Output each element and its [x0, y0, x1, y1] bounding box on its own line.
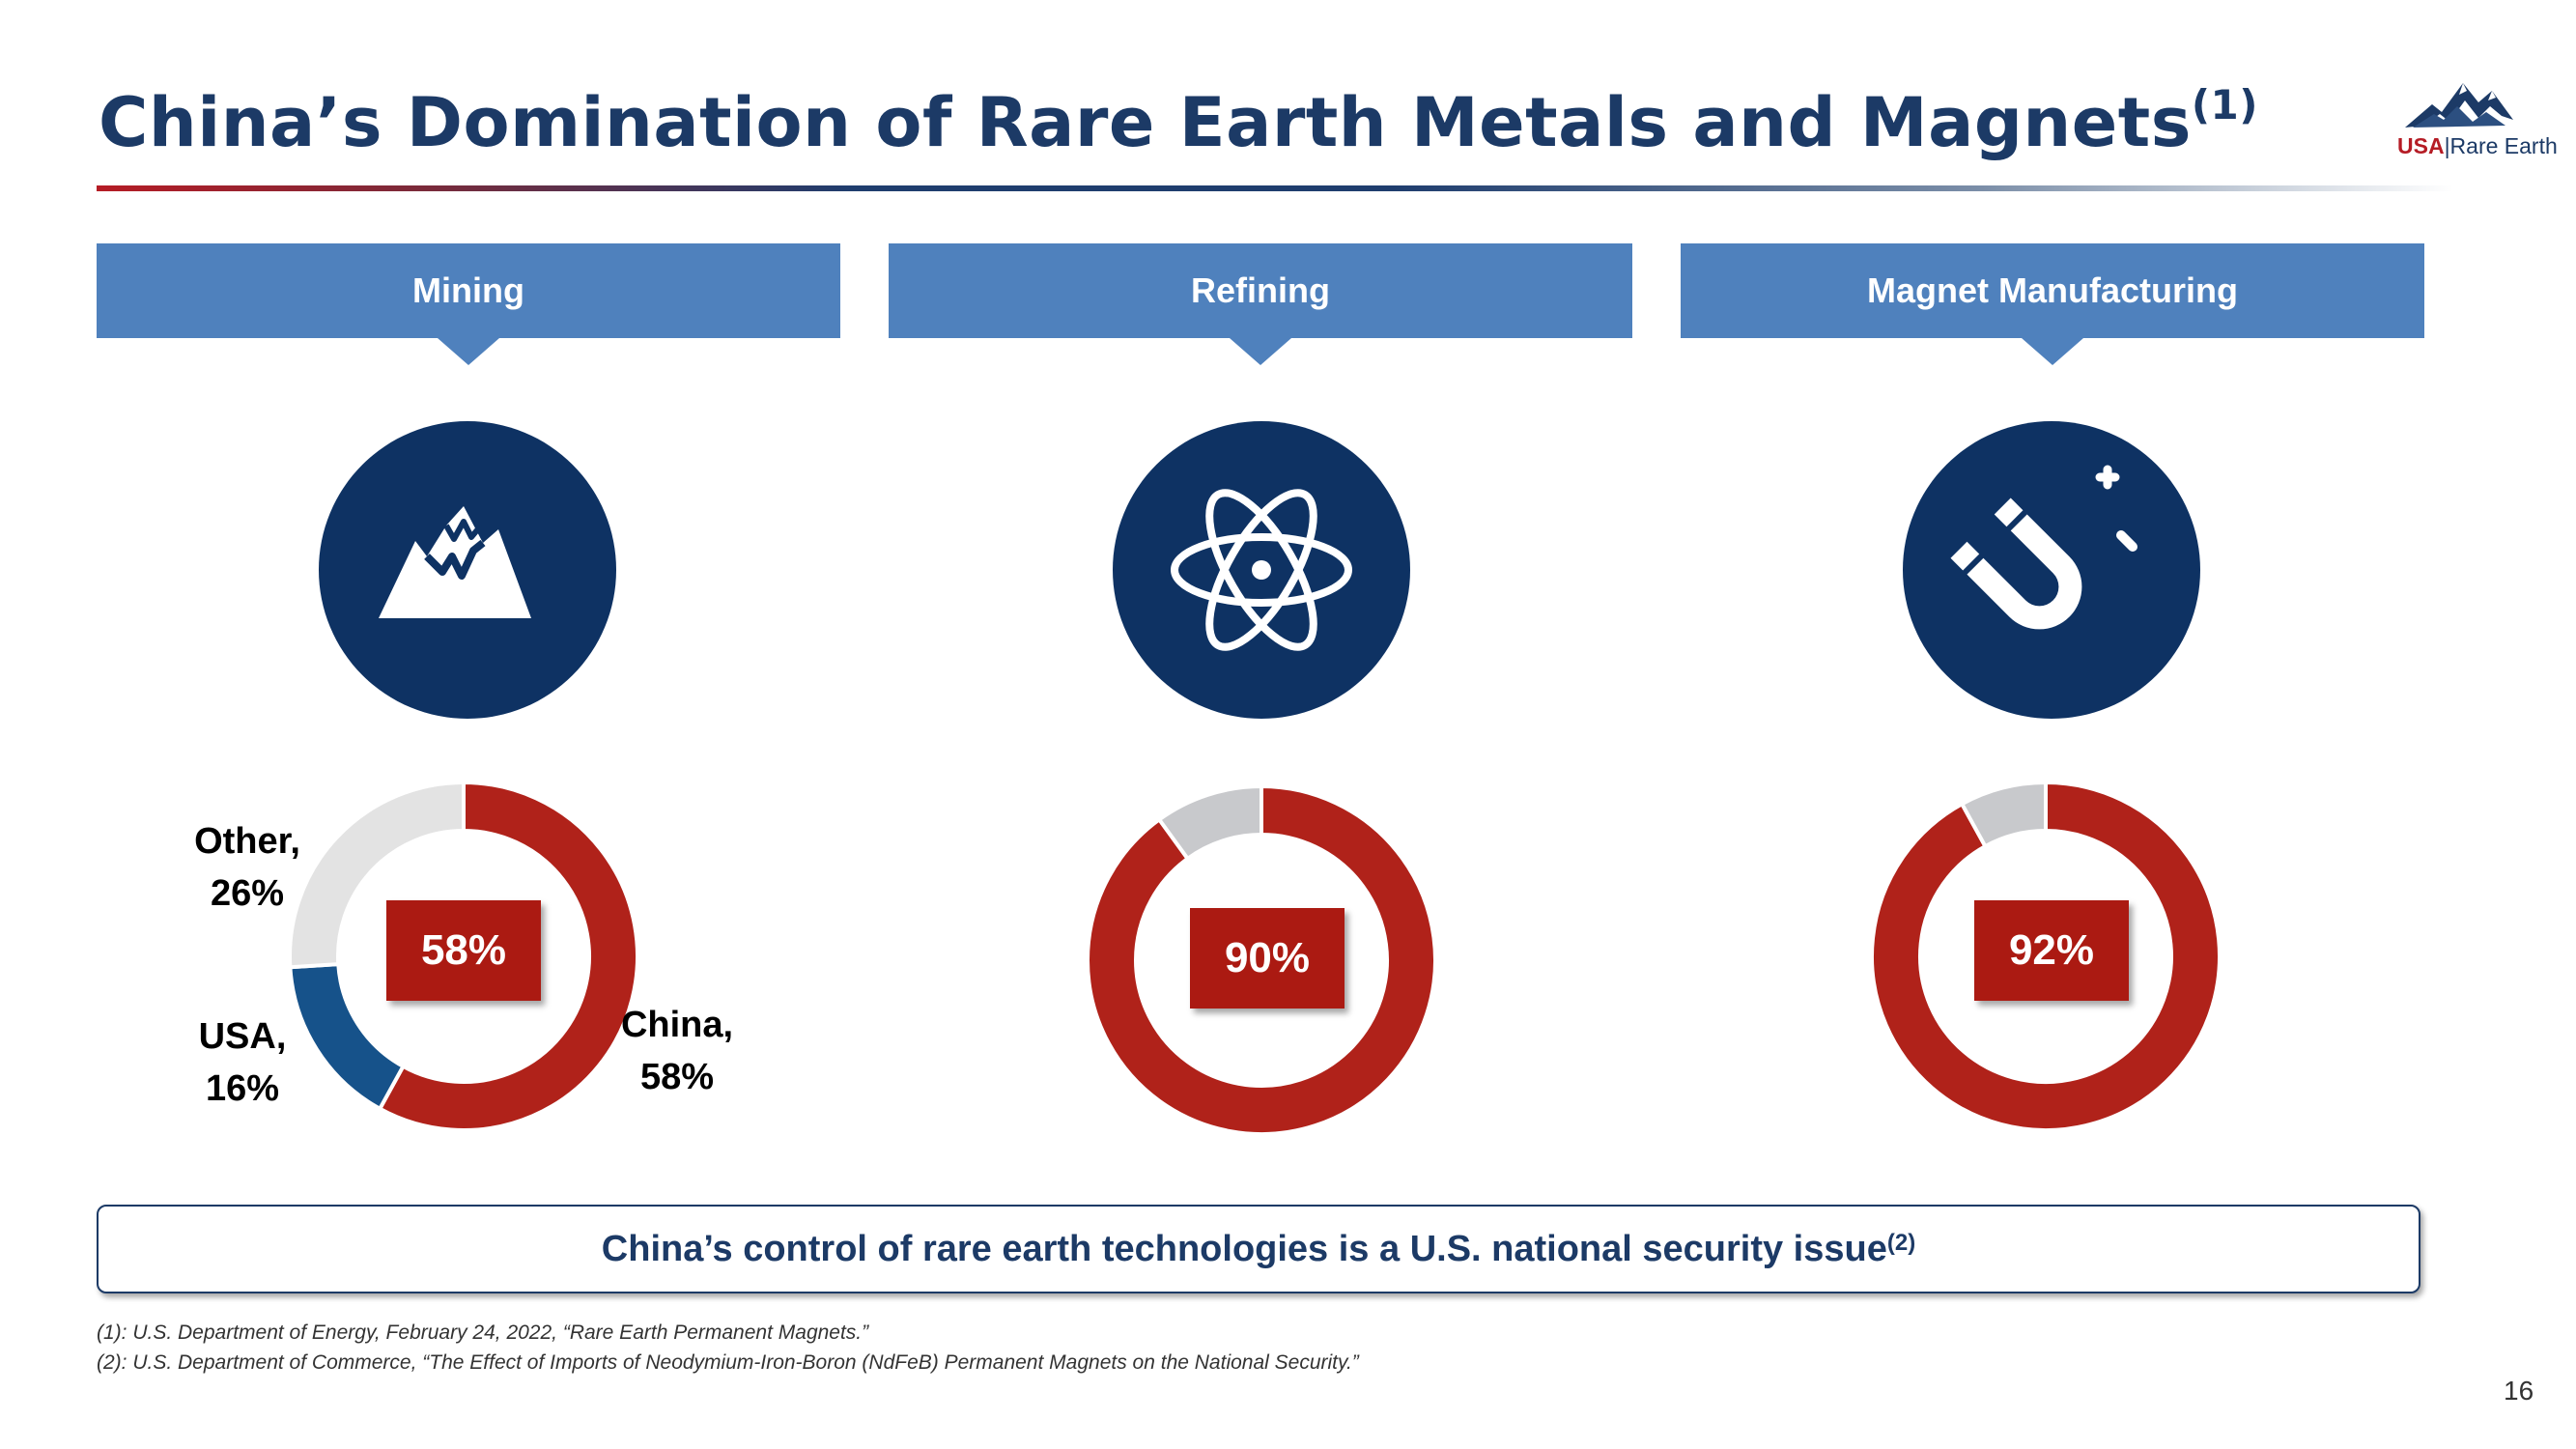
mining-china-share-label: 58% — [386, 900, 541, 1001]
donut-slice-china — [377, 780, 639, 1132]
donut-slice-china — [1870, 780, 2222, 1132]
mining-other-label-name: Other, — [194, 821, 300, 862]
footnote-2: (2): U.S. Department of Commerce, “The E… — [97, 1351, 1359, 1374]
logo-usa: USA — [2397, 133, 2445, 158]
usa-rare-earth-logo-icon — [2405, 83, 2513, 128]
mining-donut-chart — [288, 780, 639, 1132]
donut-slice-other — [288, 780, 466, 970]
logo-name: Rare Earth — [2449, 133, 2558, 158]
magnet-manufacturing-icon-circle — [1903, 421, 2200, 719]
column-header-magnet-manufacturing: Magnet Manufacturing — [1681, 243, 2424, 365]
logo-wordmark: USA|Rare Earth — [2397, 133, 2558, 159]
slide-title-text: China’s Domination of Rare Earth Metals … — [99, 83, 2192, 162]
column-header-mining: Mining — [97, 243, 840, 365]
magnet-icon — [1950, 465, 2137, 630]
refining-china-share-label: 90% — [1190, 908, 1345, 1009]
mountain-icon — [379, 506, 531, 618]
mining-usa-label: USA, 16% — [180, 1010, 305, 1115]
mining-usa-label-value: 16% — [205, 1068, 280, 1109]
callout-footnote-ref: (2) — [1886, 1230, 1916, 1256]
mining-usa-label-name: USA, — [198, 1016, 287, 1057]
refining-icon-circle — [1113, 421, 1410, 719]
atom-icon — [1171, 489, 1352, 651]
mining-other-label-value: 26% — [210, 873, 285, 914]
callout-text: China’s control of rare earth technologi… — [601, 1228, 1887, 1269]
donut-slice-rest — [1959, 780, 2048, 849]
magnet-china-share-label: 92% — [1974, 900, 2129, 1001]
mining-china-label: China, 58% — [605, 999, 750, 1103]
title-divider — [97, 185, 2453, 191]
mining-icon-circle — [319, 421, 616, 719]
page-number: 16 — [2504, 1376, 2534, 1406]
mining-china-label-name: China, — [620, 1005, 734, 1045]
column-header-refining: Refining — [889, 243, 1632, 365]
logo-separator: | — [2444, 133, 2450, 158]
magnet-manufacturing-donut-chart — [1870, 780, 2222, 1132]
footnote-1: (1): U.S. Department of Energy, February… — [97, 1321, 869, 1344]
donut-slice-rest — [1156, 783, 1263, 862]
slide-title: China’s Domination of Rare Earth Metals … — [99, 80, 2258, 162]
national-security-callout: China’s control of rare earth technologi… — [97, 1205, 2420, 1293]
title-footnote-ref: (1) — [2191, 80, 2258, 128]
mining-china-label-value: 58% — [639, 1057, 715, 1097]
mining-other-label: Other, 26% — [180, 815, 315, 920]
donut-slice-china — [1086, 783, 1437, 1136]
refining-donut-chart — [1086, 783, 1437, 1136]
